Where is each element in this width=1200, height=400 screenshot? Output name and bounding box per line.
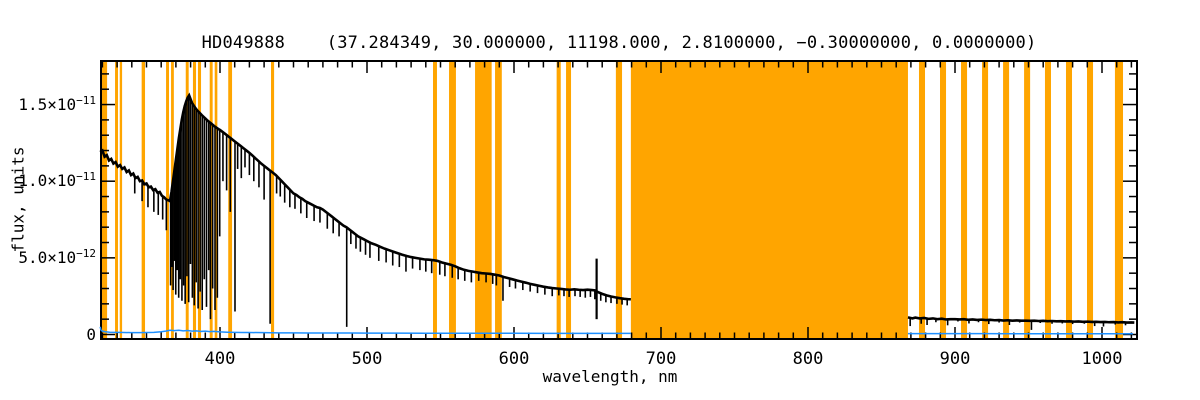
x-tick-label: 800 [792, 349, 824, 369]
masked-region [1065, 62, 1073, 338]
masked-region [495, 62, 502, 338]
x-axis-label: wavelength, nm [542, 367, 678, 386]
stellar-spectrum-line [99, 92, 631, 301]
masked-region [433, 62, 437, 338]
plot-title: HD049888 (37.284349, 30.000000, 11198.00… [201, 33, 1037, 53]
y-tick-mantissa: 1.0×10 [18, 171, 77, 191]
masked-region [475, 62, 492, 338]
masked-region [271, 62, 275, 338]
x-tick-label: 900 [939, 349, 971, 369]
masked-region [615, 62, 623, 338]
y-tick-label: 1.0×10−11 [0, 170, 96, 191]
masked-region [630, 62, 908, 338]
y-tick-mantissa: 0 [86, 324, 96, 344]
x-tick-label: 700 [645, 349, 677, 369]
masked-region [1114, 62, 1124, 338]
masked-region [449, 62, 456, 338]
y-tick-mantissa: 5.0×10 [18, 247, 77, 267]
y-tick-exponent: −11 [76, 93, 96, 107]
y-tick-label: 5.0×10−12 [0, 246, 96, 267]
y-tick-mantissa: 1.5×10 [18, 94, 77, 114]
x-tick-label: 500 [351, 349, 383, 369]
x-tick-label: 1000 [1081, 349, 1123, 369]
masked-region [119, 62, 123, 338]
x-tick-label: 600 [498, 349, 530, 369]
masked-region [918, 62, 926, 338]
masked-region [101, 62, 108, 338]
y-tick-exponent: −11 [76, 170, 96, 184]
plot-frame [100, 60, 1138, 340]
error-spectrum-line [99, 326, 631, 335]
stellar-spectrum-line [907, 316, 1135, 324]
masked-region [566, 62, 572, 338]
masked-region [1087, 62, 1094, 338]
masked-region [982, 62, 989, 338]
masked-region [1044, 62, 1051, 338]
masked-region [940, 62, 947, 338]
masked-region [1024, 62, 1031, 338]
y-tick-label: 0 [0, 325, 96, 344]
masked-region [961, 62, 968, 338]
masked-region [1003, 62, 1010, 338]
masked-region [141, 62, 146, 338]
y-tick-exponent: −12 [76, 246, 96, 260]
masked-region [115, 62, 118, 338]
x-tick-label: 400 [204, 349, 236, 369]
y-tick-label: 1.5×10−11 [0, 93, 96, 114]
masked-region [556, 62, 561, 338]
masked-region [214, 62, 218, 338]
